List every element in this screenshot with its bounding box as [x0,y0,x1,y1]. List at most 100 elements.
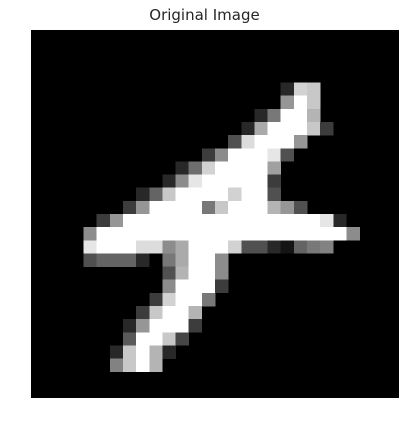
image-pixel [175,306,189,320]
image-pixel [175,187,189,202]
image-pixel [267,108,281,123]
image-pixel [83,227,97,241]
image-pixel [267,240,281,254]
image-pixel [175,319,189,333]
image-pixel [162,319,176,333]
image-pixel [96,214,111,228]
image-pixel [201,187,216,202]
image-pixel [201,266,216,280]
image-pixel [123,227,137,241]
image-pixel [293,108,308,123]
image-pixel [136,253,150,267]
image-pixel [96,227,111,241]
image-pixel [136,240,150,254]
image-pixel [215,279,229,294]
image-pixel [201,161,216,175]
image-pixel [188,214,203,228]
image-pixel [307,95,321,110]
image-pixel [201,279,216,294]
image-pixel [254,214,268,228]
image-pixel [175,279,189,294]
image-pixel [307,214,321,228]
image-pixel [162,200,176,215]
image-pixel [228,174,242,188]
image-pixel [96,240,111,254]
image-pixel [162,292,176,307]
image-pixel [280,214,295,228]
image-pixel [162,227,176,241]
image-pixel [188,161,203,175]
image-pixel [254,135,268,149]
image-pixel [123,332,137,346]
image-pixel [136,345,150,359]
image-pixel [83,240,97,254]
image-pixel [320,227,334,241]
image-pixel [215,240,229,254]
image-pixel [307,240,321,254]
image-pixel [188,319,203,333]
image-pixel [267,200,281,215]
image-pixel [188,227,203,241]
image-pixel [307,82,321,96]
image-pixel [123,358,137,372]
image-pixel [96,253,111,267]
image-pixel [215,253,229,267]
image-pixel [149,319,163,333]
image-pixel [241,122,255,136]
image-pixel [109,253,124,267]
image-pixel [136,200,150,215]
image-pixel [241,214,255,228]
image-pixel [267,148,281,162]
image-pixel [162,187,176,202]
image-pixel [215,148,229,162]
image-pixel [188,200,203,215]
grayscale-image [31,30,399,398]
image-pixel [109,358,124,372]
image-pixel [254,227,268,241]
image-pixel [149,306,163,320]
image-pixel [293,200,308,215]
image-pixel [149,292,163,307]
image-pixel [175,227,189,241]
image-pixel [109,240,124,254]
image-pixel [123,253,137,267]
image-pixel [293,95,308,110]
image-pixel [254,174,268,188]
image-pixel [307,122,321,136]
image-pixel [280,135,295,149]
image-pixel [254,187,268,202]
image-pixel [241,161,255,175]
image-pixel [228,187,242,202]
image-pixel [123,345,137,359]
image-pixel [293,240,308,254]
image-pixel [136,306,150,320]
image-pixel [215,187,229,202]
image-pixel [254,161,268,175]
image-pixel [228,135,242,149]
image-pixel [254,200,268,215]
image-pixel [267,227,281,241]
image-pixel [188,292,203,307]
image-pixel [333,227,347,241]
image-pixel [149,345,163,359]
image-pixel [241,135,255,149]
image-pixel [136,214,150,228]
image-pixel [280,82,295,96]
image-pixel [149,187,163,202]
image-pixel [136,319,150,333]
image-pixel [201,174,216,188]
image-pixel [280,122,295,136]
image-pixel [254,240,268,254]
image-title: Original Image [149,6,260,24]
image-pixel [175,200,189,215]
image-pixel [188,306,203,320]
image-pixel [254,122,268,136]
image-pixel [228,200,242,215]
image-pixel [267,187,281,202]
image-pixel [188,187,203,202]
image-pixel [188,240,203,254]
image-pixel [188,253,203,267]
image-pixel [201,292,216,307]
image-pixel [320,214,334,228]
image-pixel [241,200,255,215]
